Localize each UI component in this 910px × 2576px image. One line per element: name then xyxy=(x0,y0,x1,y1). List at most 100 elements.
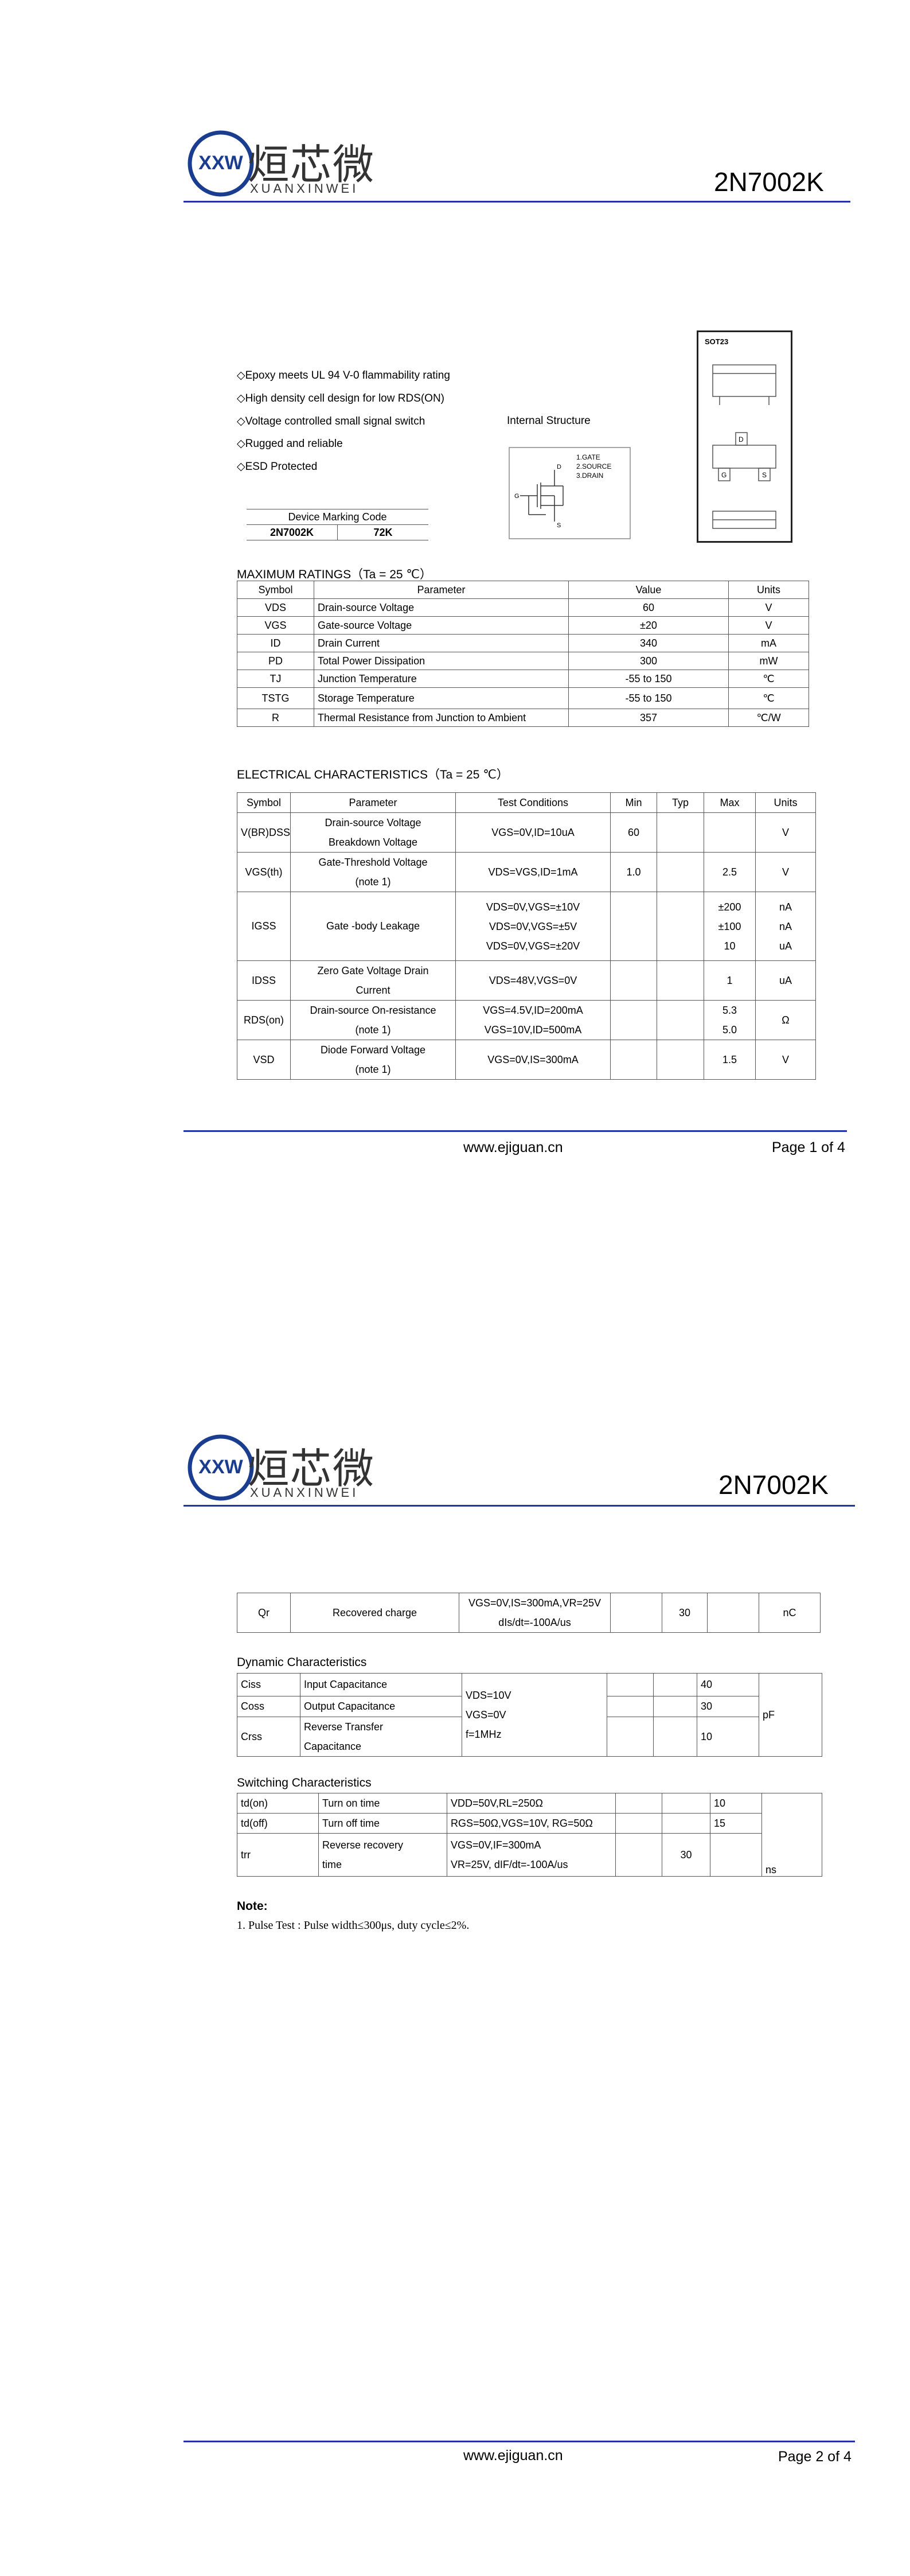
table-cell xyxy=(704,812,756,853)
cell-line: VGS=0V,IF=300mA xyxy=(451,1839,541,1851)
cell-text: Gate-source Voltage xyxy=(318,619,412,631)
cell-line: VDS=0V,VGS=±5V xyxy=(489,920,577,932)
logo-mark: XXW xyxy=(188,1434,254,1501)
cell-text: Junction Temperature xyxy=(318,672,417,684)
cell-text: 30 xyxy=(680,1849,692,1861)
drain-label: D xyxy=(557,464,561,470)
header-cell: Parameter xyxy=(314,581,569,599)
cell-line: f=1MHz xyxy=(466,1729,502,1740)
cell-line: (note 1) xyxy=(355,1024,391,1036)
cell-line: 5.3 xyxy=(722,1005,737,1016)
cell-text: VGS=0V,ID=10uA xyxy=(491,826,575,838)
table-cell: V(BR)DSS xyxy=(237,812,291,853)
cell-line: Gate-Threshold Voltage xyxy=(318,857,428,868)
cell-line: ±100 xyxy=(718,920,741,932)
cell-text: V(BR)DSS xyxy=(241,826,291,838)
page-number: Page 1 of 4 xyxy=(772,1139,845,1155)
header-cell: Max xyxy=(704,792,756,813)
gate-label: G xyxy=(514,493,520,500)
cell-line: nA xyxy=(779,901,792,913)
cell-text: Output Capacitance xyxy=(304,1701,396,1712)
cell-text: Coss xyxy=(241,1701,265,1712)
cell-text: 10 xyxy=(714,1797,726,1809)
table-cell: 1 xyxy=(704,960,756,1001)
table-cell xyxy=(657,892,704,961)
header-cell: Parameter xyxy=(290,792,456,813)
table-cell: 10 xyxy=(710,1793,762,1814)
table-cell xyxy=(610,1000,657,1040)
table-cell: VGS=0V,ID=10uA xyxy=(455,812,611,853)
table-cell: 30 xyxy=(662,1593,708,1633)
header-cell: Test Conditions xyxy=(455,792,611,813)
data-table: Ciss Input Capacitance VDS=10V VGS=0V f=1MHz… xyxy=(237,1673,822,1757)
table-cell: 30 xyxy=(662,1833,710,1877)
header-cell: Symbol xyxy=(237,792,291,813)
table-cell: td(off) xyxy=(237,1813,319,1834)
table-cell: td(on) xyxy=(237,1793,319,1814)
table-cell: Gate -body Leakage xyxy=(290,892,456,961)
table-cell: VGS=0V,IF=300mA VR=25V, dIF/dt=-100A/us xyxy=(447,1833,616,1877)
table-row: Crss Reverse Transfer Capacitance 10 xyxy=(237,1717,822,1757)
table-cell: -55 to 150 xyxy=(568,687,729,709)
cell-text: Ω xyxy=(782,1014,790,1026)
cell-text: V xyxy=(765,619,772,631)
table-cell: 60 xyxy=(610,812,657,853)
table-row: VSD Diode Forward Voltage (note 1) VGS=0V,I… xyxy=(237,1040,816,1080)
table-cell: nC xyxy=(759,1593,821,1633)
header-row: Symbol Parameter Test Conditions Min Typ Max U… xyxy=(237,792,816,813)
cell-text: VDS=VGS,ID=1mA xyxy=(488,866,578,878)
table-cell xyxy=(662,1793,710,1814)
table-cell xyxy=(710,1833,762,1877)
feature: ◇High density cell design for low RDS(ON… xyxy=(237,392,445,404)
table-cell: Crss xyxy=(237,1717,300,1757)
cell-text: IGSS xyxy=(251,920,276,932)
cell-text: mA xyxy=(761,637,776,649)
cell-line: Zero Gate Voltage Drain xyxy=(317,965,429,976)
header-cell: Value xyxy=(568,581,729,599)
cell-line: 10 xyxy=(724,940,736,952)
table-cell: ±200 ±100 10 xyxy=(704,892,756,961)
table-cell xyxy=(657,812,704,853)
cell-text: pF xyxy=(763,1709,775,1721)
cell-line: Reverse Transfer xyxy=(304,1721,384,1733)
cell-text: Input Capacitance xyxy=(304,1679,388,1690)
table-cell: R xyxy=(237,709,314,727)
pin-label: 3.DRAIN xyxy=(576,472,603,480)
table-cell: VGS(th) xyxy=(237,852,291,892)
table-cell: Zero Gate Voltage Drain Current xyxy=(290,960,456,1001)
cell-line: Diode Forward Voltage xyxy=(320,1044,426,1056)
table-cell: ℃/W xyxy=(728,709,809,727)
table-cell xyxy=(662,1813,710,1834)
table-cell: Reverse Transfer Capacitance xyxy=(300,1717,462,1757)
data-table: Symbol Parameter Test Conditions Min Typ Max U… xyxy=(237,792,816,1080)
table-row: PD Total Power Dissipation 300 mW xyxy=(237,652,809,670)
cell-text: VDD=50V,RL=250Ω xyxy=(451,1797,543,1809)
package-drawing: SOT23 D G S xyxy=(697,330,792,543)
table-row: TJ Junction Temperature -55 to 150 ℃ xyxy=(237,670,809,688)
table-cell: 1.0 xyxy=(610,852,657,892)
table-cell: RGS=50Ω,VGS=10V, RG=50Ω xyxy=(447,1813,616,1834)
table-cell: Coss xyxy=(237,1696,300,1717)
cell-text: Drain Current xyxy=(318,637,380,649)
table-cell: TJ xyxy=(237,670,314,688)
cell-text: mW xyxy=(759,655,778,667)
table-cell: V xyxy=(755,852,816,892)
cell-text: 300 xyxy=(639,655,658,667)
table-cell: VDD=50V,RL=250Ω xyxy=(447,1793,616,1814)
table-cell: Junction Temperature xyxy=(314,670,569,688)
table-row: VGS Gate-source Voltage ±20 V xyxy=(237,616,809,635)
table-cell: IDSS xyxy=(237,960,291,1001)
note-item: 1. Pulse Test : Pulse width≤300μs, duty … xyxy=(237,1919,470,1932)
header-rule xyxy=(183,1505,855,1507)
marking-title: Device Marking Code xyxy=(247,509,428,525)
pin-label: 1.GATE xyxy=(576,453,600,461)
header-cell: Units xyxy=(728,581,809,599)
cell-text: VDS xyxy=(264,601,286,613)
cell-text: 30 xyxy=(678,1606,691,1618)
table-cell: 5.3 5.0 xyxy=(704,1000,756,1040)
cell-text: IDSS xyxy=(251,974,276,986)
table-cell: IGSS xyxy=(237,892,291,961)
table-cell: Recovered charge xyxy=(290,1593,459,1633)
cell-line: VDS=0V,VGS=±20V xyxy=(486,940,580,952)
